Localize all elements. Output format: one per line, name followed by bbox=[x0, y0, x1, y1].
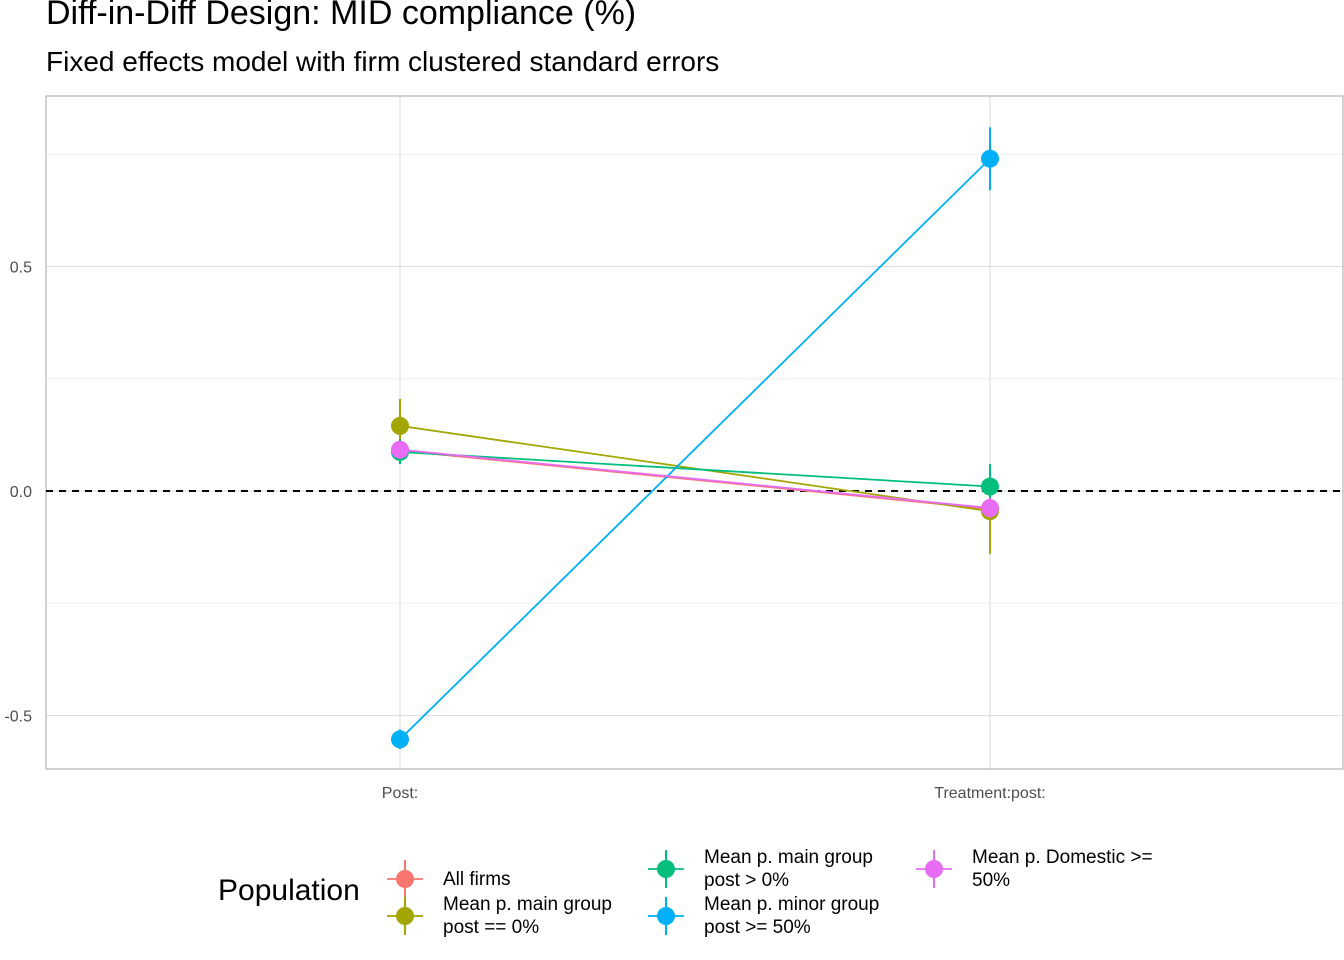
series-line bbox=[399, 158, 991, 740]
data-point bbox=[391, 730, 409, 749]
series-group bbox=[391, 398, 999, 554]
data-point bbox=[391, 416, 409, 435]
series-group bbox=[391, 127, 999, 750]
legend-key bbox=[648, 850, 684, 888]
series-line bbox=[399, 451, 991, 488]
series-group bbox=[391, 437, 999, 532]
legend-label: Mean p. Domestic >= 50% bbox=[972, 847, 1153, 891]
series-layer bbox=[391, 127, 999, 750]
x-tick-label: Post: bbox=[382, 785, 418, 802]
y-tick-label: 0.5 bbox=[10, 260, 32, 277]
legend-label: Mean p. minor group post >= 50% bbox=[704, 894, 880, 938]
x-tick-label: Treatment:post: bbox=[934, 785, 1045, 802]
y-tick-label: 0.0 bbox=[10, 484, 32, 501]
legend-title: Population bbox=[218, 874, 360, 907]
legend-key bbox=[648, 897, 684, 935]
tick-layer: -0.5 0.0 0.5 Post: Treatment:post: bbox=[4, 260, 1045, 803]
legend-key bbox=[916, 850, 952, 888]
chart-title: Diff-in-Diff Design: MID compliance (%) bbox=[46, 0, 637, 32]
legend-label: All firms bbox=[443, 869, 511, 890]
legend-label: Mean p. main group post == 0% bbox=[443, 894, 612, 938]
legend-key-point bbox=[925, 860, 943, 878]
y-tick-label: -0.5 bbox=[4, 709, 32, 726]
legend-key bbox=[387, 860, 423, 898]
legend-key-point bbox=[657, 860, 675, 878]
legend-key-point bbox=[657, 907, 675, 925]
panel-border bbox=[45, 95, 1344, 770]
data-point bbox=[391, 440, 409, 459]
legend-key-point bbox=[396, 870, 414, 888]
series-line bbox=[399, 448, 991, 509]
legend-key bbox=[387, 897, 423, 935]
data-point bbox=[981, 477, 999, 496]
legend-label: Mean p. main group post > 0% bbox=[704, 847, 873, 891]
chart-subtitle: Fixed effects model with firm clustered … bbox=[46, 46, 720, 77]
series-group bbox=[391, 440, 999, 518]
legend-key-point bbox=[396, 907, 414, 925]
grid-layer bbox=[46, 96, 1343, 769]
data-point bbox=[981, 149, 999, 168]
data-point bbox=[981, 499, 999, 518]
